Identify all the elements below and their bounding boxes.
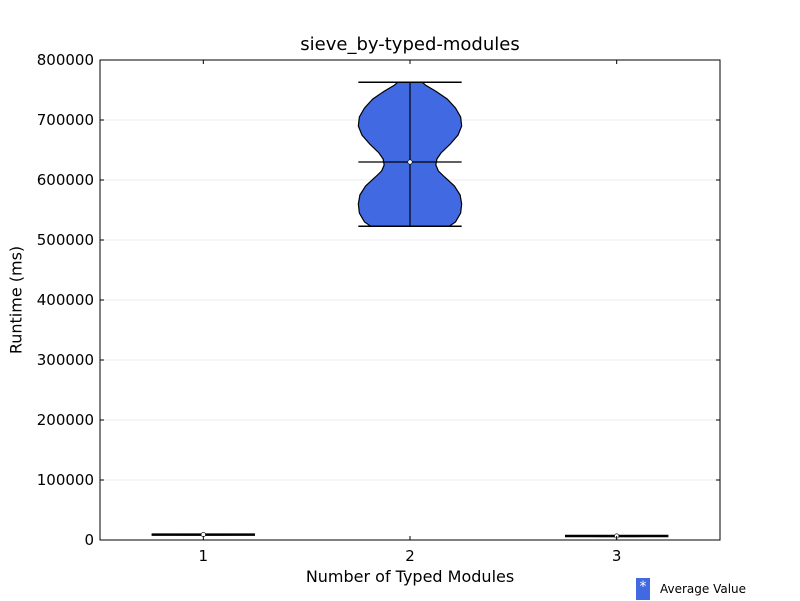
y-tick-label: 600000 <box>37 171 94 189</box>
y-tick-label: 400000 <box>37 291 94 309</box>
chart-title: sieve_by-typed-modules <box>300 34 520 55</box>
plot-frame <box>99 59 721 541</box>
legend-label: Average Value <box>660 582 747 596</box>
y-tick-label: 200000 <box>37 411 94 429</box>
y-tick-label: 500000 <box>37 231 94 249</box>
axis-ticks: 0 100000 200000 300000 400000 500000 600000 700… <box>37 51 720 565</box>
y-axis-label: Runtime (ms) <box>6 245 26 355</box>
x-tick-label: 2 <box>405 547 415 565</box>
average-value-marker <box>407 159 413 165</box>
y-tick-label: 0 <box>84 531 94 549</box>
y-tick-label: 300000 <box>37 351 94 369</box>
legend: * Average Value <box>636 577 746 601</box>
y-tick-label: 100000 <box>37 471 94 489</box>
average-value-marker-icon: * <box>636 578 650 600</box>
x-tick-label: 3 <box>612 547 622 565</box>
x-axis-label: Number of Typed Modules <box>305 567 515 586</box>
x-tick-label: 1 <box>199 547 209 565</box>
violins <box>151 81 669 539</box>
y-tick-label: 800000 <box>37 51 94 69</box>
y-tick-label: 700000 <box>37 111 94 129</box>
